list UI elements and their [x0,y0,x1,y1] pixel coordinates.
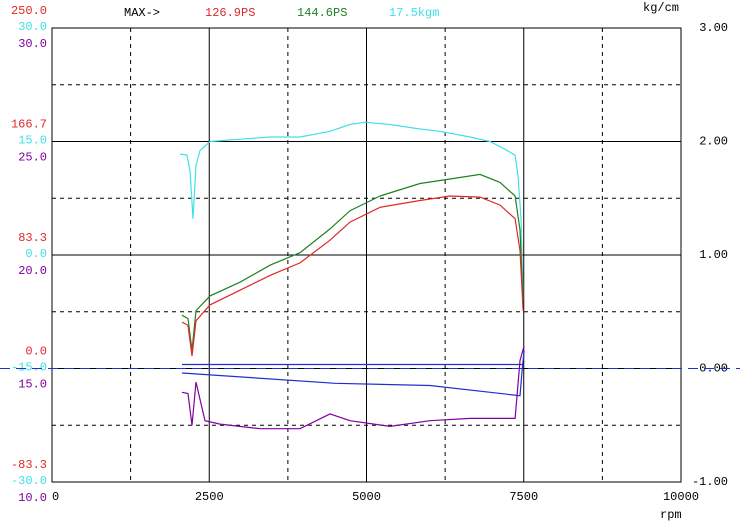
x-unit-label: rpm [660,508,682,522]
y2-tick-label: -1.00 [692,475,728,489]
max-label: 144.6PS [297,6,347,20]
left-tick-label: 166.7 [11,118,47,132]
y2-tick-label: 1.00 [699,248,728,262]
y2-tick-label: 3.00 [699,21,728,35]
y2-unit-label: kg/cm [643,1,679,15]
plot-frame [51,27,682,483]
series-line [181,195,524,357]
left-tick-label: 10.0 [18,491,47,505]
x-tick-label: 10000 [663,490,699,504]
left-tick-label: 15.0 [18,378,47,392]
left-tick-label: 30.0 [18,37,47,51]
x-tick-label: 2500 [195,490,224,504]
header-label: MAX-> [124,6,160,20]
left-tick-label: 25.0 [18,151,47,165]
left-tick-label: 15.0 [18,134,47,148]
max-label: 126.9PS [205,6,255,20]
left-tick-label: 83.3 [18,231,47,245]
left-tick-label: 250.0 [11,4,47,18]
series-line [181,350,525,397]
series-line [179,121,524,301]
x-tick-label: 0 [52,490,59,504]
series-line [181,345,525,430]
x-tick-label: 5000 [352,490,381,504]
y2-tick-label: 2.00 [699,135,728,149]
left-tick-label: 0.0 [25,345,47,359]
series-line [181,173,524,351]
x-tick-label: 7500 [509,490,538,504]
left-tick-label: -83.3 [11,458,47,472]
left-tick-label: -15.0 [11,361,47,375]
left-tick-label: -30.0 [11,474,47,488]
left-tick-label: 30.0 [18,20,47,34]
max-label: 17.5kgm [389,6,439,20]
left-tick-label: 0.0 [25,247,47,261]
left-tick-label: 20.0 [18,264,47,278]
